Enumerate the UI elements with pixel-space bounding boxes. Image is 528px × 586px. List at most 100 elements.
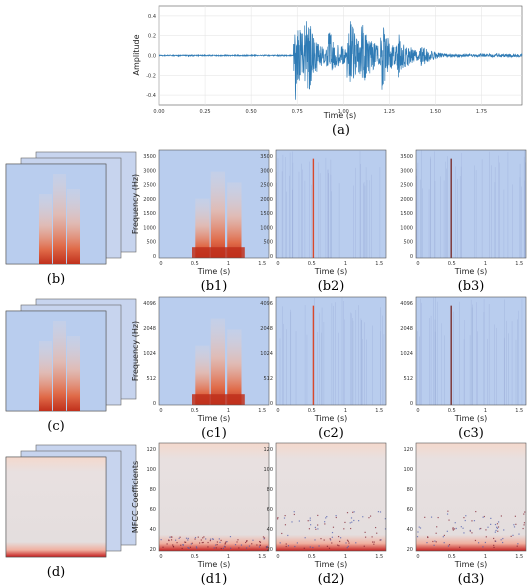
mfcc-speck xyxy=(245,547,248,549)
panel-xlabel: Time (s) xyxy=(314,267,348,276)
mfcc-speck xyxy=(215,547,217,549)
stack-illustration: (c) xyxy=(5,298,137,434)
mfcc-speck xyxy=(379,511,382,513)
panel-y-tick: 80 xyxy=(150,487,156,493)
mfcc-speck xyxy=(335,515,337,517)
panel-y-tick: 4096 xyxy=(260,301,273,307)
stack-energy xyxy=(67,336,80,411)
panel-y-tick: 40 xyxy=(150,527,156,533)
mfcc-speck xyxy=(246,540,248,542)
panel-x-tick: 0.5 xyxy=(191,408,199,414)
mfcc-speck xyxy=(364,536,367,538)
mfcc-speck xyxy=(212,538,214,540)
panel-y-tick: 3000 xyxy=(143,168,156,174)
mfcc-speck xyxy=(281,532,283,535)
mfcc-speck xyxy=(296,542,298,544)
panel-y-tick: 1500 xyxy=(143,211,156,217)
row-ylabel: Frequency (Hz) xyxy=(131,321,140,381)
panel-b2: 3500 3000 2500 2000 1500 1000 500 00 0.5 1 1.5 Time… xyxy=(260,149,387,294)
mfcc-speck xyxy=(187,546,189,549)
mfcc-speck xyxy=(352,511,354,513)
mfcc-speck xyxy=(317,524,319,526)
panel-x-tick: 0.5 xyxy=(191,554,199,560)
energy-column xyxy=(195,345,210,405)
mfcc-speck xyxy=(448,544,451,546)
energy-column xyxy=(210,318,225,405)
panel-y-tick: 20 xyxy=(150,547,156,553)
mfcc-speck xyxy=(490,523,492,525)
panel-y-tick: 1024 xyxy=(260,351,273,357)
mfcc-speck xyxy=(523,522,526,524)
mfcc-speck xyxy=(432,540,434,543)
mfcc-speck xyxy=(513,524,515,526)
mfcc-speck xyxy=(283,517,286,519)
mfcc-speck xyxy=(480,527,482,530)
mfcc-speck xyxy=(446,530,448,532)
panel-x-tick: 1 xyxy=(344,554,347,560)
mfcc-speck xyxy=(318,545,320,547)
mfcc-speck xyxy=(471,520,473,522)
mfcc-speck xyxy=(473,520,476,522)
panel-y-tick: 1000 xyxy=(260,225,273,231)
mfcc-speck xyxy=(335,516,337,519)
mfcc-speck xyxy=(216,541,218,543)
mfcc-speck xyxy=(522,527,524,530)
panel-x-tick: 1 xyxy=(227,261,230,267)
mfcc-speck xyxy=(358,520,360,522)
mfcc-speck xyxy=(475,510,477,513)
panel-frame xyxy=(415,149,527,259)
mfcc-speck xyxy=(263,537,266,539)
mfcc-speck xyxy=(176,542,178,544)
mfcc-speck xyxy=(245,541,247,544)
mfcc-speck xyxy=(418,526,420,528)
mfcc-speck xyxy=(514,515,516,517)
panel-y-tick: 500 xyxy=(146,240,156,246)
panel-y-tick: 100 xyxy=(263,467,273,473)
mfcc-speck xyxy=(180,544,182,546)
panel-y-tick: 2048 xyxy=(400,326,413,332)
mfcc-speck xyxy=(379,539,381,541)
mfcc-speck xyxy=(184,541,186,543)
mfcc-speck xyxy=(495,529,497,532)
panel-xlabel: Time (s) xyxy=(314,414,348,423)
mfcc-speck xyxy=(339,540,341,543)
panel-y-tick: 3000 xyxy=(400,168,413,174)
panel-y-tick: 1500 xyxy=(260,211,273,217)
mfcc-speck xyxy=(500,515,502,517)
mfcc-speck xyxy=(482,516,484,518)
mfcc-speck xyxy=(523,524,525,526)
mfcc-speck xyxy=(226,541,228,543)
mfcc-speck xyxy=(346,539,349,541)
mfcc-speck xyxy=(502,537,504,540)
mfcc-speck xyxy=(496,527,499,529)
mfcc-speck xyxy=(331,536,333,538)
mfcc-speck xyxy=(236,541,238,543)
panel-x-tick: 1 xyxy=(484,261,487,267)
mfcc-speck xyxy=(326,515,328,518)
panel-caption: (b3) xyxy=(458,279,485,294)
mfcc-speck xyxy=(285,543,287,545)
panel-caption: (b2) xyxy=(318,279,345,294)
waveform-x-tick: 0.25 xyxy=(199,109,210,115)
mfcc-speck xyxy=(160,539,162,541)
mfcc-speck xyxy=(446,513,449,515)
panel-y-tick: 2500 xyxy=(400,183,413,189)
panel-x-tick: 1.5 xyxy=(515,261,523,267)
mfcc-speck xyxy=(452,528,454,530)
panel-y-tick: 60 xyxy=(150,507,156,513)
panel-caption: (d1) xyxy=(201,572,228,586)
mfcc-speck xyxy=(364,531,366,533)
mfcc-speck xyxy=(474,539,477,542)
mfcc-speck xyxy=(189,546,192,548)
stack-illustration: (d) xyxy=(5,444,137,580)
panel-y-tick: 60 xyxy=(267,507,273,513)
panel-x-tick: 0.5 xyxy=(308,408,316,414)
mfcc-speck xyxy=(162,546,164,548)
mfcc-speck xyxy=(310,524,312,526)
mfcc-speck xyxy=(435,541,437,543)
mfcc-speck xyxy=(291,521,293,523)
panel-x-tick: 0.5 xyxy=(448,261,456,267)
